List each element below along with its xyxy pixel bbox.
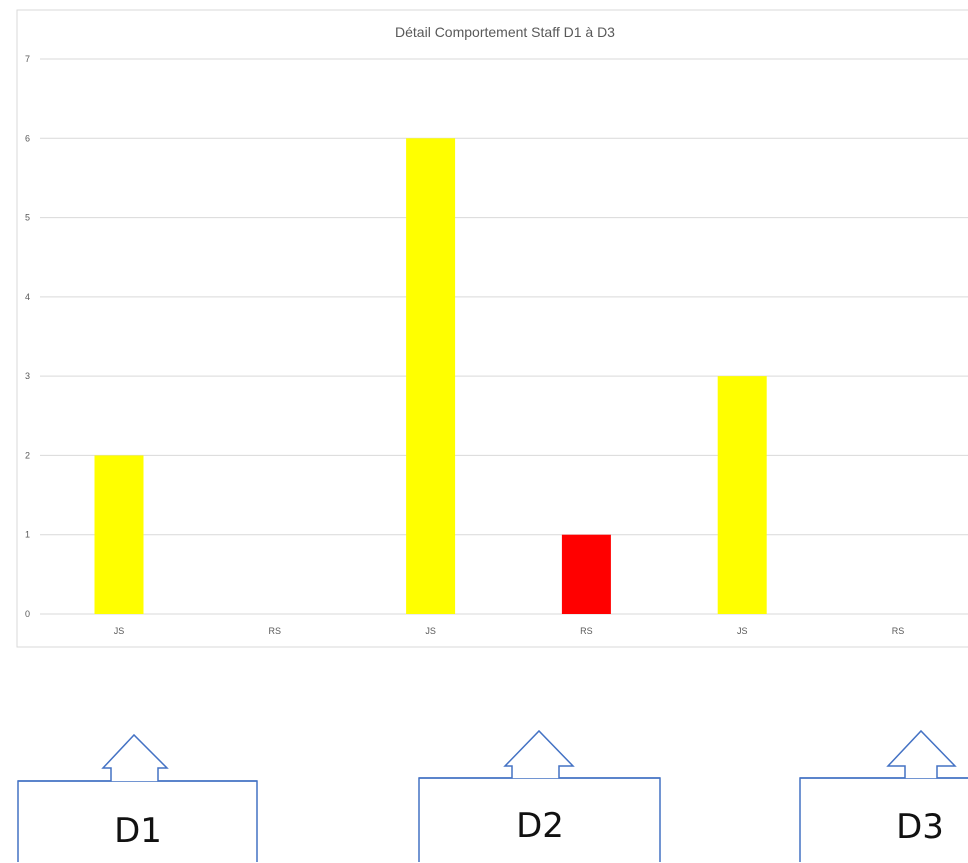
callout-label-d2: D2: [516, 806, 564, 846]
bar-2: [406, 138, 456, 615]
y-tick-label: 4: [25, 292, 30, 302]
bars: [94, 138, 767, 615]
callout-arrowhead-d1: [18, 733, 257, 782]
callout-label-d1: D1: [114, 811, 162, 851]
x-axis-ticks: JS RS JS RS JS RS: [114, 626, 905, 636]
y-tick-label: 3: [25, 371, 30, 381]
x-tick-label: RS: [580, 626, 593, 636]
y-tick-label: 7: [25, 54, 30, 64]
callout-d2: D2: [418, 729, 661, 862]
y-tick-label: 6: [25, 133, 30, 143]
chart-title: Détail Comportement Staff D1 à D3: [395, 24, 615, 40]
y-axis-ticks: 0 1 2 3 4 5 6 7: [25, 54, 30, 619]
x-tick-label: RS: [269, 626, 282, 636]
bar-0: [94, 455, 144, 614]
bar-3: [561, 534, 611, 614]
x-tick-label: JS: [114, 626, 125, 636]
gridlines: [40, 58, 968, 615]
callout-arrowhead-d2: [419, 729, 660, 779]
y-tick-label: 0: [25, 609, 30, 619]
callout-d1: D1: [17, 733, 258, 862]
x-tick-label: JS: [737, 626, 748, 636]
callout-label-d3: D3: [896, 807, 944, 847]
y-tick-label: 1: [25, 530, 30, 540]
y-tick-label: 2: [25, 450, 30, 460]
x-tick-label: RS: [892, 626, 905, 636]
chart-area: [16, 9, 968, 648]
bar-4: [717, 376, 767, 614]
y-tick-label: 5: [25, 213, 30, 223]
x-tick-label: JS: [425, 626, 436, 636]
callout-arrowhead-d3: [800, 729, 968, 779]
callout-d3: D3: [799, 729, 968, 862]
